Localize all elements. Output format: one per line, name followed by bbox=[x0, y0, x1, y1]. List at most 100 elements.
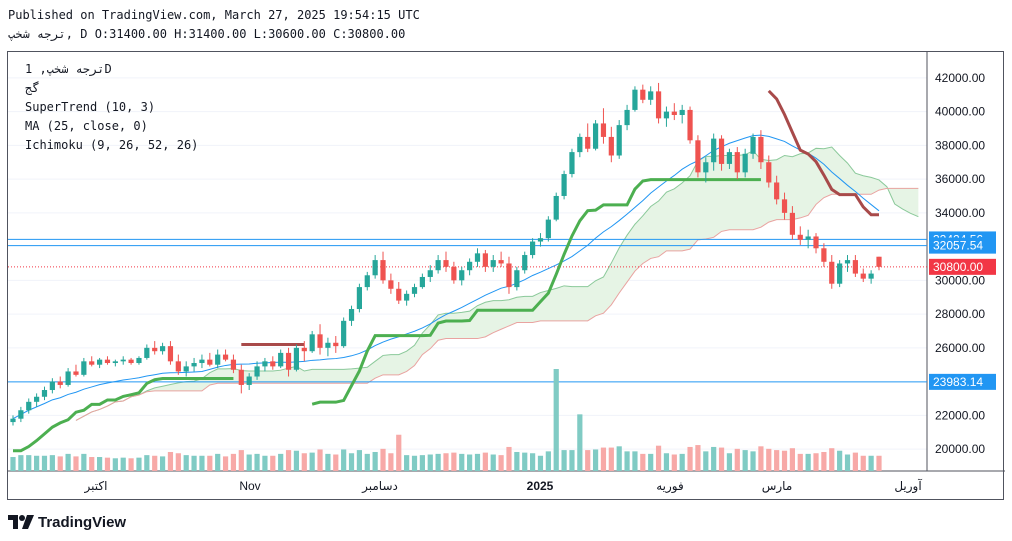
candle-body bbox=[577, 136, 583, 153]
price-tick-label: 22000.00 bbox=[935, 408, 985, 422]
volume-bar bbox=[419, 455, 425, 471]
candle-body bbox=[26, 401, 32, 411]
candle-body bbox=[632, 89, 638, 110]
candle-body bbox=[380, 260, 386, 281]
candle-body bbox=[222, 354, 229, 360]
volume-bar bbox=[726, 453, 733, 471]
legend-ichimoku[interactable]: Ichimoku (9, 26, 52, 26) bbox=[25, 138, 199, 152]
volume-bar bbox=[254, 453, 260, 471]
candle-body bbox=[474, 253, 481, 262]
candle-body bbox=[41, 390, 48, 397]
cloud-span-a bbox=[75, 146, 919, 421]
time-tick-label: مارس bbox=[762, 479, 793, 494]
candle-body bbox=[97, 359, 103, 365]
candle-body bbox=[648, 91, 654, 100]
volume-bar bbox=[671, 454, 677, 471]
candle-body bbox=[490, 260, 496, 267]
candle-body bbox=[152, 347, 158, 352]
candle-body bbox=[120, 359, 126, 362]
candle-body bbox=[183, 366, 189, 372]
candle-body bbox=[73, 371, 79, 375]
candle-body bbox=[679, 109, 685, 115]
tradingview-logo[interactable]: TradingView bbox=[8, 512, 126, 532]
volume-bar bbox=[159, 456, 166, 471]
candle-body bbox=[821, 248, 827, 262]
candle-body bbox=[522, 255, 528, 271]
candles bbox=[10, 82, 882, 426]
candle-body bbox=[797, 234, 803, 240]
candle-body bbox=[663, 111, 670, 119]
candle-body bbox=[860, 273, 866, 279]
volume-bar bbox=[356, 450, 362, 471]
candle-body bbox=[703, 162, 709, 173]
volume-bar bbox=[766, 448, 772, 471]
candle-body bbox=[238, 369, 244, 385]
price-tick-label: 38000.00 bbox=[935, 138, 985, 152]
candle-body bbox=[427, 270, 433, 277]
candle-body bbox=[104, 359, 111, 364]
volume-bar bbox=[175, 453, 181, 471]
chart-frame[interactable]: 42000.00 40000.00 38000.00 36000.00 34000.00… bbox=[7, 51, 1005, 501]
candle-body bbox=[514, 270, 520, 288]
candle-body bbox=[585, 136, 591, 149]
candle-body bbox=[868, 273, 874, 279]
candle-body bbox=[711, 138, 717, 163]
candle-body bbox=[624, 109, 630, 126]
legend-symbol: ترجه شخپ, 1D bbox=[25, 62, 112, 76]
volume-bar bbox=[718, 447, 725, 471]
volume-bar bbox=[285, 450, 292, 471]
volume-bar bbox=[89, 457, 95, 471]
last-price-label: 30800.00 bbox=[933, 260, 983, 274]
volume-bar bbox=[73, 456, 79, 471]
price-tick-label: 30000.00 bbox=[935, 273, 985, 287]
level-price-label: 32057.54 bbox=[933, 239, 983, 253]
volume-bar bbox=[522, 452, 528, 471]
candle-body bbox=[837, 263, 843, 284]
volume-bar bbox=[703, 451, 709, 471]
volume-bar bbox=[750, 451, 756, 471]
candle-body bbox=[805, 236, 811, 240]
candle-body bbox=[325, 342, 331, 348]
candle-body bbox=[781, 199, 788, 213]
volume-bar bbox=[876, 455, 882, 471]
volume-bar bbox=[215, 453, 221, 471]
volume-bar bbox=[860, 455, 866, 471]
candle-body bbox=[396, 288, 402, 301]
volume-bar bbox=[309, 452, 315, 471]
grid-lines bbox=[8, 77, 927, 450]
candle-body bbox=[608, 136, 614, 156]
brand-name: TradingView bbox=[38, 513, 127, 531]
time-axis: اکتبر Nov دسامبر 2025 فوریه مارس آوریل bbox=[84, 478, 923, 494]
volume-bar bbox=[695, 445, 701, 471]
volume-bar bbox=[65, 453, 71, 471]
volume-bar bbox=[144, 455, 150, 471]
volume-bar bbox=[711, 446, 717, 471]
volume-bar bbox=[341, 449, 347, 471]
volume-bar bbox=[467, 454, 473, 471]
volume-bars bbox=[10, 369, 882, 471]
legend-supertrend[interactable]: SuperTrend (10, 3) bbox=[25, 100, 156, 114]
volume-bar bbox=[270, 455, 276, 471]
cloud-fill bbox=[75, 147, 919, 421]
candle-body bbox=[215, 354, 221, 365]
time-tick-label: آوریل bbox=[894, 478, 922, 494]
candle-body bbox=[18, 410, 24, 419]
candle-body bbox=[278, 352, 284, 367]
legend-ma[interactable]: MA (25, close, 0) bbox=[25, 119, 148, 133]
price-tick-label: 42000.00 bbox=[935, 71, 985, 85]
candle-body bbox=[49, 381, 55, 391]
candle-body bbox=[435, 260, 441, 271]
candle-body bbox=[175, 361, 181, 372]
volume-bar bbox=[868, 455, 874, 471]
volume-bar bbox=[624, 451, 630, 471]
candle-body bbox=[671, 111, 677, 115]
ichimoku-cloud bbox=[75, 146, 919, 421]
volume-bar bbox=[396, 434, 402, 471]
candle-body bbox=[561, 174, 567, 196]
candle-body bbox=[506, 263, 512, 288]
volume-bar bbox=[616, 446, 622, 471]
volume-bar bbox=[829, 448, 835, 471]
candle-body bbox=[167, 346, 174, 362]
volume-bar bbox=[640, 453, 646, 471]
price-chart[interactable]: 42000.00 40000.00 38000.00 36000.00 34000.00… bbox=[8, 52, 1005, 501]
